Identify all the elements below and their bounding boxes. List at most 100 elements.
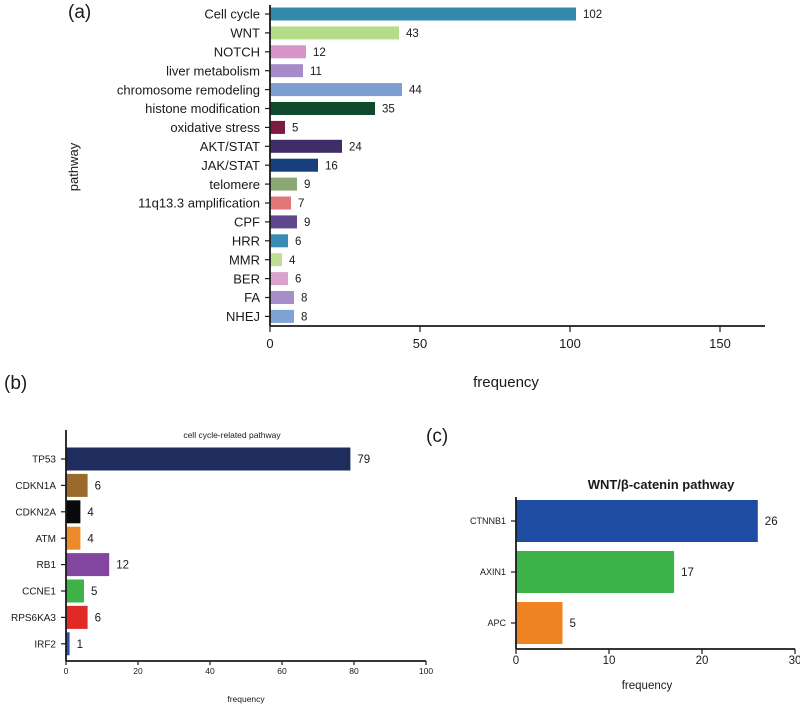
value-label: 5 — [292, 123, 298, 135]
bar — [270, 120, 285, 134]
value-label: 24 — [349, 141, 362, 153]
bar — [66, 579, 84, 603]
value-label: 6 — [95, 481, 101, 493]
chart-panel-c: (c) WNT/β-catenin pathway CTNNB1 26 AXIN1 17 A… — [426, 426, 800, 692]
category-label: ATM — [36, 534, 56, 545]
x-tick-label: 20 — [696, 655, 709, 667]
bar — [66, 632, 70, 656]
x-tick-label: 100 — [559, 336, 581, 351]
value-label: 4 — [87, 507, 94, 519]
category-label: CTNNB1 — [470, 516, 506, 526]
value-label: 5 — [91, 586, 97, 598]
bar — [270, 45, 306, 59]
value-label: 1 — [77, 639, 83, 651]
category-label: NOTCH — [214, 44, 260, 59]
category-label: Cell cycle — [204, 7, 260, 22]
value-label: 44 — [409, 85, 422, 97]
bar — [66, 605, 88, 629]
category-label: JAK/STAT — [201, 158, 260, 173]
bar — [270, 253, 282, 267]
chart-panel-b: (b) cell cycle-related pathway TP53 79 CDKN1… — [4, 373, 433, 704]
category-label: WNT — [230, 26, 260, 41]
category-label: histone modification — [145, 101, 260, 116]
category-label: CPF — [234, 215, 260, 230]
x-axis-label: frequency — [622, 680, 673, 692]
category-label: NHEJ — [226, 309, 260, 324]
category-label: oxidative stress — [170, 120, 260, 135]
value-label: 12 — [313, 47, 326, 59]
bar — [270, 309, 294, 323]
bar — [270, 215, 297, 229]
value-label: 9 — [304, 179, 310, 191]
bar — [270, 177, 297, 191]
value-label: 6 — [95, 613, 101, 625]
value-label: 43 — [406, 28, 419, 40]
x-tick-label: 30 — [789, 655, 800, 667]
bar — [66, 473, 88, 497]
bar — [270, 272, 288, 286]
bar — [270, 7, 576, 21]
category-label: 11q13.3 amplification — [138, 196, 260, 211]
value-label: 8 — [301, 293, 307, 305]
category-label: IRF2 — [34, 639, 56, 650]
value-label: 102 — [583, 9, 602, 21]
x-tick-label: 80 — [349, 666, 359, 676]
chart-title: WNT/β-catenin pathway — [588, 477, 735, 492]
category-label: chromosome remodeling — [117, 82, 260, 97]
x-tick-label: 0 — [513, 655, 519, 667]
x-tick-label: 100 — [419, 666, 433, 676]
value-label: 17 — [681, 567, 694, 579]
value-label: 35 — [382, 104, 395, 116]
category-label: CDKN2A — [15, 507, 56, 518]
panel-label: (b) — [4, 373, 27, 394]
value-label: 26 — [765, 516, 778, 528]
value-label: 4 — [87, 533, 94, 545]
x-tick-label: 0 — [266, 336, 273, 351]
x-tick-label: 150 — [709, 336, 731, 351]
x-tick-label: 0 — [64, 666, 69, 676]
bar — [270, 83, 402, 97]
value-label: 5 — [570, 618, 576, 630]
bar — [66, 500, 81, 524]
category-label: FA — [244, 290, 260, 305]
panel-label: (c) — [426, 426, 448, 447]
bar — [270, 196, 291, 210]
bar — [270, 64, 303, 78]
category-label: APC — [487, 618, 506, 628]
category-label: AKT/STAT — [200, 139, 260, 154]
value-label: 79 — [357, 454, 370, 466]
bar — [270, 102, 375, 115]
category-label: HRR — [232, 233, 260, 248]
chart-title: cell cycle-related pathway — [183, 430, 281, 440]
panel-label: (a) — [68, 2, 91, 23]
bar — [516, 602, 563, 644]
value-label: 7 — [298, 198, 304, 210]
value-label: 9 — [304, 217, 310, 229]
category-label: MMR — [229, 252, 260, 267]
value-label: 8 — [301, 312, 307, 324]
category-label: RPS6KA3 — [11, 613, 56, 624]
bar — [516, 500, 758, 542]
bar — [270, 234, 288, 248]
value-label: 6 — [295, 236, 301, 248]
x-tick-label: 20 — [133, 666, 143, 676]
bar — [270, 158, 318, 172]
x-tick-label: 10 — [603, 655, 616, 667]
category-label: TP53 — [32, 455, 56, 466]
category-label: CCNE1 — [22, 587, 56, 598]
value-label: 12 — [116, 560, 129, 572]
y-axis-label: pathway — [66, 142, 81, 191]
chart-panel-a: (a) Cell cycle 102 WNT 43 NOTCH 12 liver metabo… — [66, 2, 765, 391]
bar — [270, 139, 342, 153]
bar — [270, 291, 294, 304]
bar — [66, 526, 81, 550]
value-label: 16 — [325, 160, 338, 172]
category-label: AXIN1 — [480, 567, 506, 577]
x-tick-label: 60 — [277, 666, 287, 676]
value-label: 4 — [289, 255, 296, 267]
category-label: telomere — [209, 177, 260, 192]
x-axis-label: frequency — [227, 694, 265, 704]
value-label: 11 — [310, 66, 322, 78]
category-label: RB1 — [37, 560, 57, 571]
